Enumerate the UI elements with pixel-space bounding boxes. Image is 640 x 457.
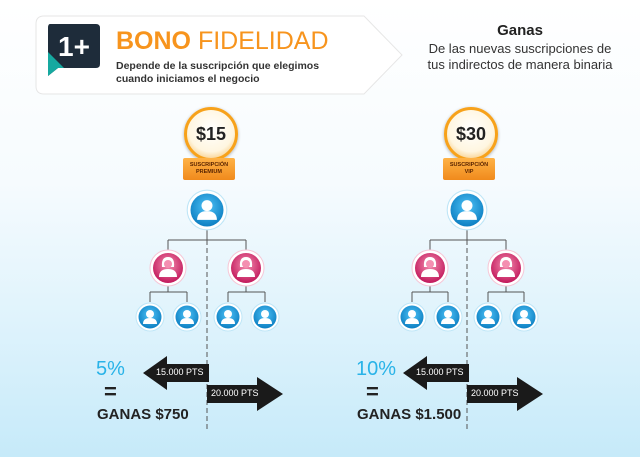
root-node-premium — [186, 189, 228, 231]
subscription-label-line2: VIP — [464, 169, 474, 175]
brand-logo: 1+ — [44, 22, 102, 78]
gain-vip: GANAS $1.500 — [357, 406, 462, 423]
banner-background — [35, 15, 403, 95]
percent-vip: 10% — [356, 358, 397, 380]
left-arrow-vip — [403, 356, 469, 390]
left-arrow-premium — [143, 356, 209, 390]
leaf-node-premium-4 — [250, 302, 280, 332]
equals-vip: = — [366, 379, 379, 404]
leaf-node-vip-2 — [433, 302, 463, 332]
leaf-node-vip-4 — [509, 302, 539, 332]
subscription-label-line1: SUSCRIPCIÓN — [189, 162, 229, 168]
pink-node-right-vip — [487, 249, 525, 287]
subscription-label-vip: SUSCRIPCIÓN VIP — [443, 158, 495, 180]
leaf-node-premium-1 — [135, 302, 165, 332]
root-node-vip — [446, 189, 488, 231]
leaf-node-premium-3 — [213, 302, 243, 332]
brand-title-light: FIDELIDAD — [197, 27, 329, 55]
right-arrow-vip — [467, 377, 543, 411]
brand-title: BONO FIDELIDAD — [116, 27, 329, 55]
ganas-description: De las nuevas suscripciones de tus indir… — [427, 41, 613, 72]
right-points-premium: 20.000 PTS — [211, 388, 259, 398]
left-points-premium: 15.000 PTS — [156, 367, 204, 377]
right-arrow-premium — [207, 377, 283, 411]
leaf-node-vip-1 — [397, 302, 427, 332]
gain-premium: GANAS $750 — [97, 406, 189, 423]
pink-node-left-premium — [149, 249, 187, 287]
leaf-node-premium-2 — [172, 302, 202, 332]
brand-title-bold: BONO — [116, 27, 191, 55]
percent-premium: 5% — [96, 358, 125, 380]
pink-node-left-vip — [411, 249, 449, 287]
right-points-vip: 20.000 PTS — [471, 388, 519, 398]
brand-subtitle: Depende de la suscripción que elegimos c… — [116, 60, 320, 85]
subscription-label-line1: SUSCRIPCIÓN — [449, 162, 489, 168]
header-banner — [34, 14, 404, 96]
logo-text: 1+ — [58, 31, 90, 62]
tree-lines-vip — [411, 230, 525, 430]
equals-premium: = — [104, 379, 117, 404]
ganas-title: Ganas — [497, 22, 543, 39]
pink-node-right-premium — [227, 249, 265, 287]
subscription-label-line2: PREMIUM — [196, 169, 222, 175]
tree-lines-premium — [149, 230, 266, 430]
left-points-vip: 15.000 PTS — [416, 367, 464, 377]
subscription-label-premium: SUSCRIPCIÓN PREMIUM — [183, 158, 235, 180]
leaf-node-vip-3 — [473, 302, 503, 332]
